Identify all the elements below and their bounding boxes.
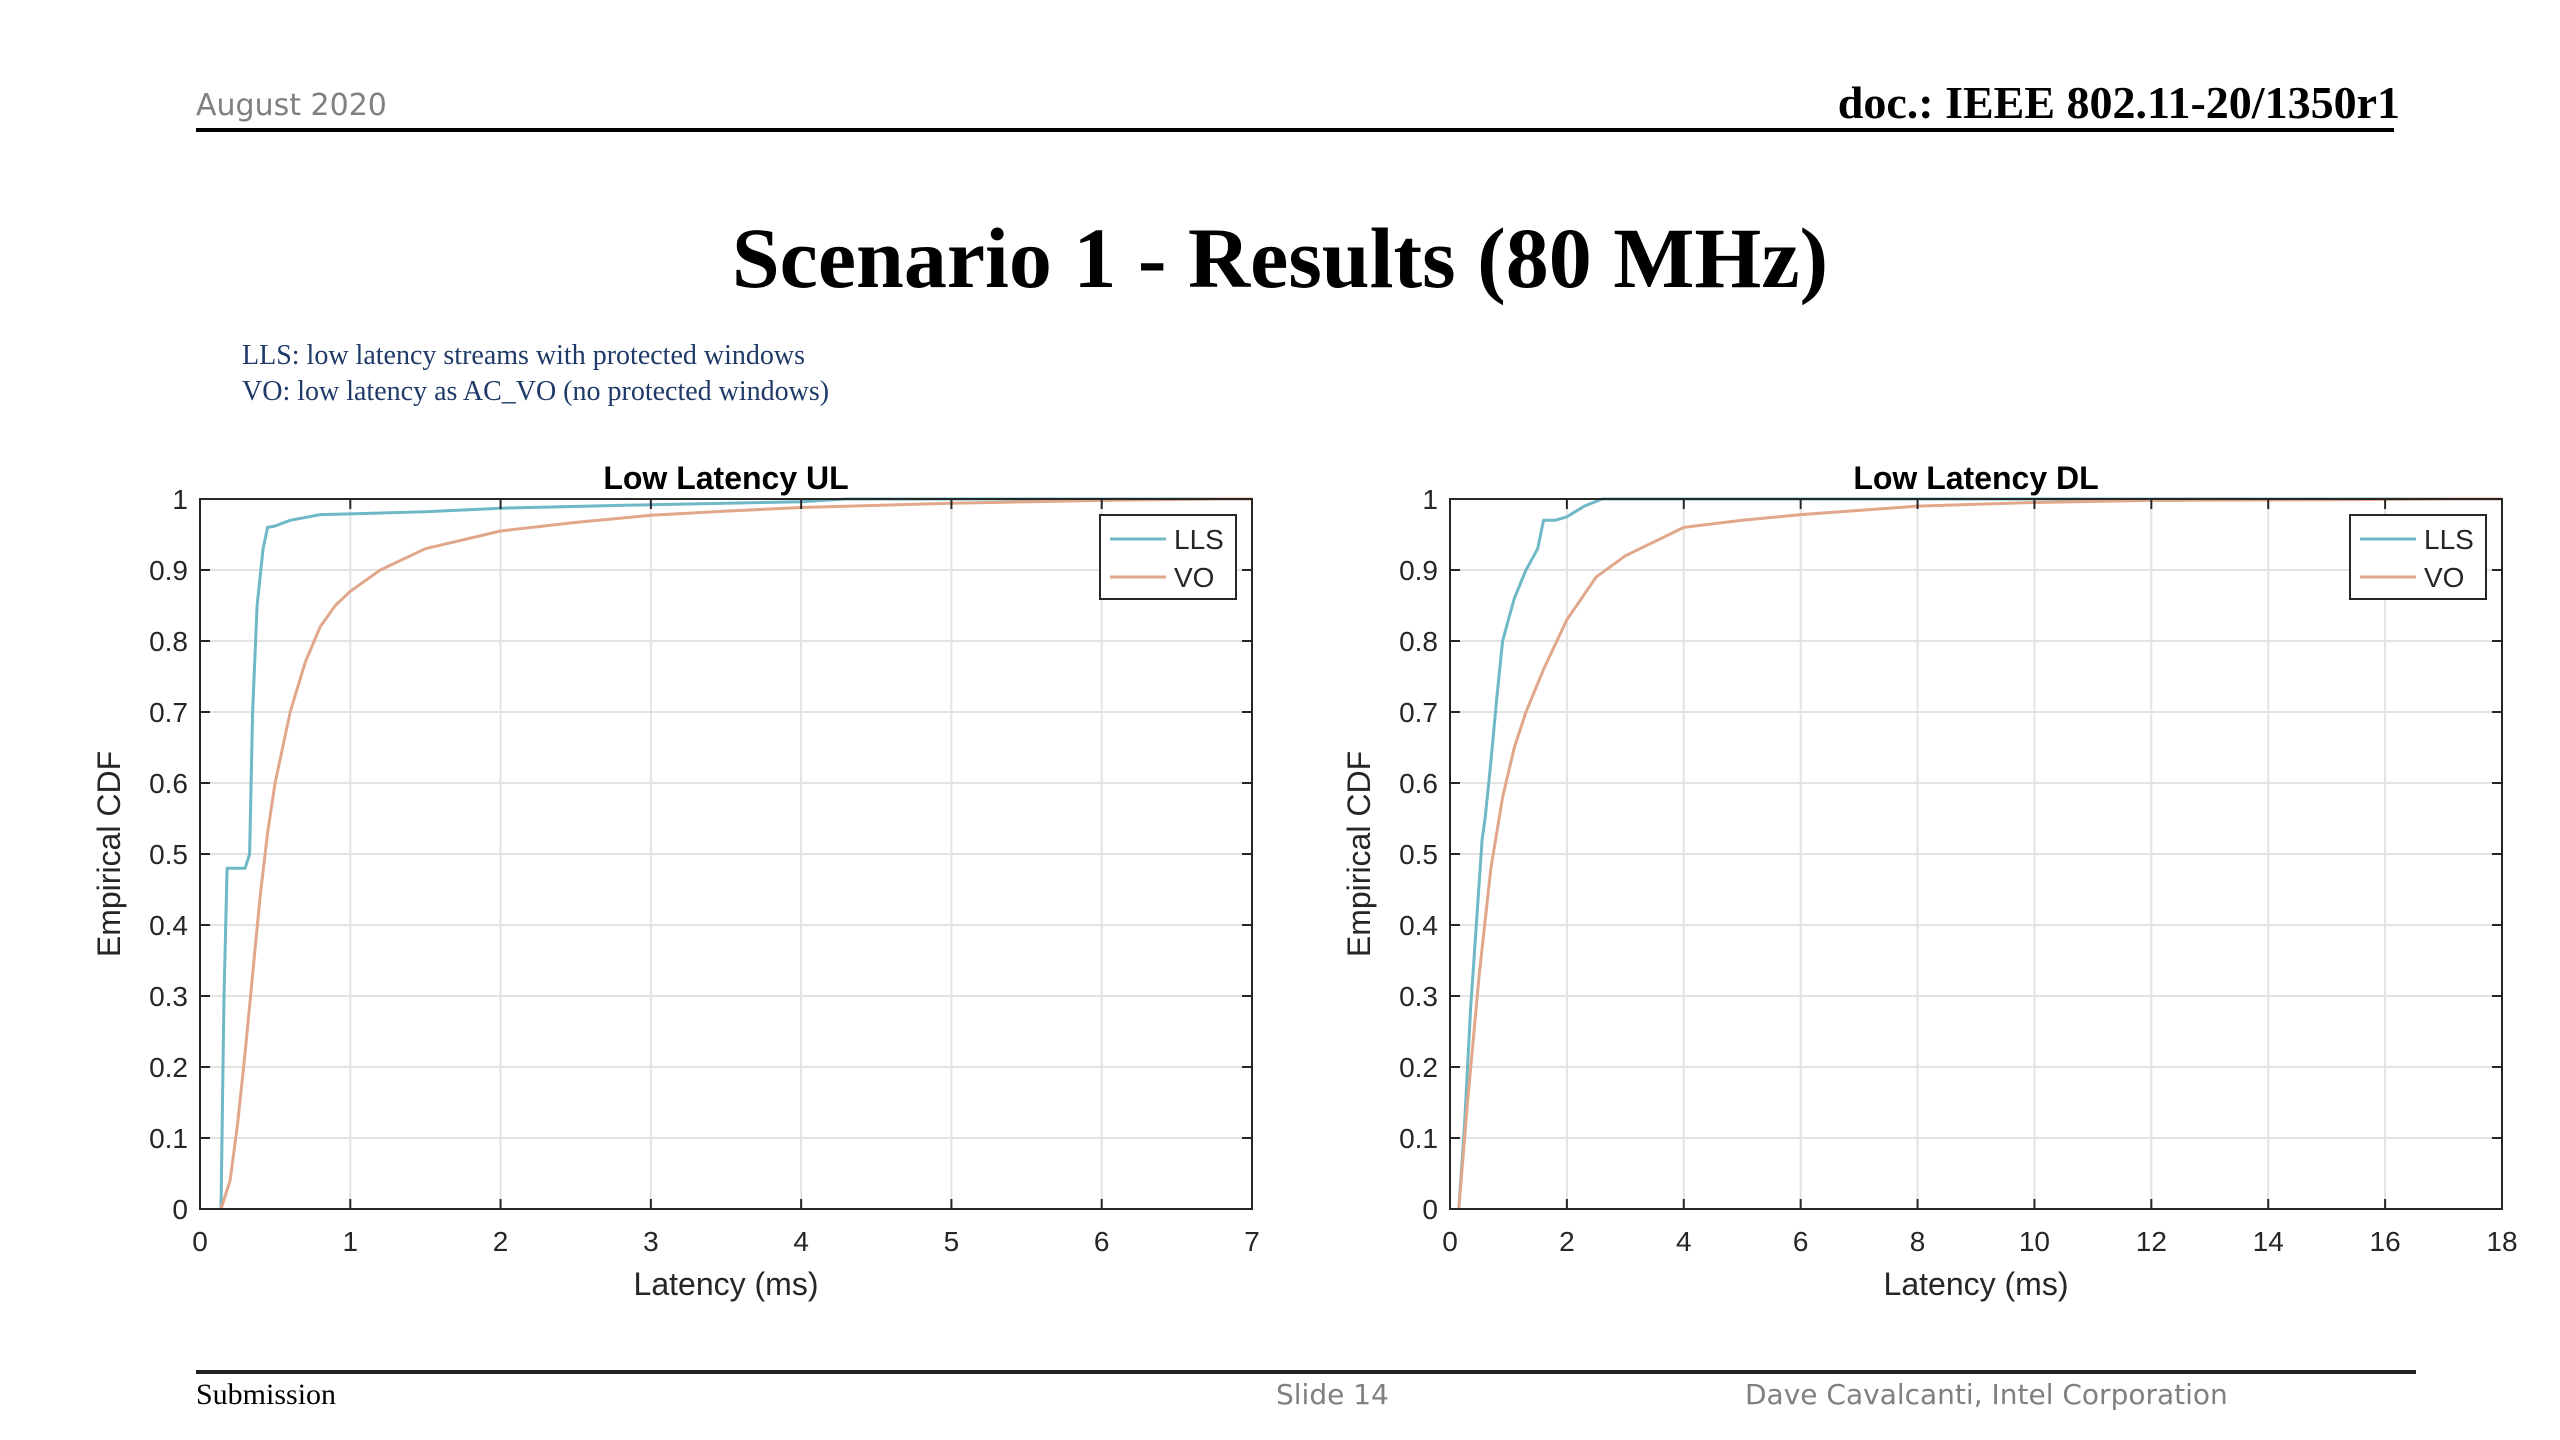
x-tick-label: 4 [1676, 1226, 1692, 1257]
y-tick-label: 0.5 [149, 839, 188, 870]
series-line-vo [1457, 497, 2502, 1210]
x-tick-label: 10 [2019, 1226, 2050, 1257]
note-vo: VO: low latency as AC_VO (no protected w… [242, 376, 830, 407]
y-tick-label: 0.8 [149, 626, 188, 657]
y-axis-label: Empirical CDF [91, 751, 127, 957]
x-tick-label: 2 [1559, 1226, 1575, 1257]
y-tick-label: 0.7 [1399, 697, 1438, 728]
header-doc-id: doc.: IEEE 802.11-20/1350r1 [1837, 77, 2400, 128]
x-axis-label: Latency (ms) [1884, 1266, 2069, 1302]
x-tick-label: 6 [1793, 1226, 1809, 1257]
x-tick-label: 16 [2370, 1226, 2401, 1257]
y-tick-label: 0.4 [149, 910, 188, 941]
x-tick-label: 0 [192, 1226, 208, 1257]
legend-label-lls: LLS [1174, 524, 1224, 555]
y-tick-label: 0.1 [149, 1123, 188, 1154]
note-lls: LLS: low latency streams with protected … [242, 340, 805, 371]
y-tick-label: 1 [172, 484, 188, 515]
series-line-vo [219, 497, 1252, 1210]
y-tick-label: 0.8 [1399, 626, 1438, 657]
y-tick-label: 0.4 [1399, 910, 1438, 941]
footer-divider [196, 1370, 2416, 1374]
y-tick-label: 0.6 [149, 768, 188, 799]
y-tick-label: 0.1 [1399, 1123, 1438, 1154]
legend-notes: LLS: low latency streams with protected … [242, 338, 829, 410]
y-tick-label: 0.2 [1399, 1052, 1438, 1083]
x-tick-label: 3 [643, 1226, 659, 1257]
chart-low-latency-dl: 0 2 4 6 8 10 12 14 16 18 0 0.1 0.2 0.3 0.4 0.5 0.6 0.7 0.8… [1341, 460, 2518, 1302]
x-tick-label: 8 [1910, 1226, 1926, 1257]
series-line-lls [1457, 497, 2502, 1210]
footer-slide-number: Slide 14 [1276, 1378, 1389, 1411]
x-tick-label: 18 [2486, 1226, 2517, 1257]
y-tick-label: 0.7 [149, 697, 188, 728]
chart-title: Low Latency UL [603, 460, 848, 496]
x-tick-label: 4 [793, 1226, 809, 1257]
y-tick-label: 1 [1422, 484, 1438, 515]
x-tick-label: 12 [2136, 1226, 2167, 1257]
x-tick-label: 1 [342, 1226, 358, 1257]
y-axis-label: Empirical CDF [1341, 751, 1377, 957]
y-tick-label: 0.2 [149, 1052, 188, 1083]
legend: LLS VO [2349, 514, 2487, 600]
y-tick-label: 0.9 [1399, 555, 1438, 586]
legend-box [1099, 514, 1237, 600]
legend-label-lls: LLS [2424, 524, 2474, 555]
legend-label-vo: VO [1174, 562, 1214, 593]
footer-submission: Submission [196, 1378, 337, 1411]
y-tick-label: 0.3 [1399, 981, 1438, 1012]
footer-author: Dave Cavalcanti, Intel Corporation [1745, 1378, 2228, 1411]
x-tick-label: 0 [1442, 1226, 1458, 1257]
series-line-lls [219, 497, 1252, 1210]
legend-box [2349, 514, 2487, 600]
y-tick-label: 0.5 [1399, 839, 1438, 870]
slide-title: Scenario 1 - Results (80 MHz) [731, 210, 1829, 306]
header-date: August 2020 [196, 88, 387, 123]
x-tick-label: 5 [944, 1226, 960, 1257]
legend-label-vo: VO [2424, 562, 2464, 593]
y-tick-label: 0.9 [149, 555, 188, 586]
y-tick-label: 0.3 [149, 981, 188, 1012]
header-divider [196, 128, 2394, 132]
chart-low-latency-ul: 0 1 2 3 4 5 6 7 0 0.1 0.2 0.3 0.4 0.5 0.6 0.7 0.8 0.9 1 Low… [91, 460, 1260, 1302]
y-tick-label: 0 [1422, 1194, 1438, 1225]
x-axis-label: Latency (ms) [634, 1266, 819, 1302]
y-tick-label: 0.6 [1399, 768, 1438, 799]
chart-title: Low Latency DL [1853, 460, 2098, 496]
x-tick-label: 2 [493, 1226, 509, 1257]
x-tick-label: 14 [2253, 1226, 2284, 1257]
y-tick-label: 0 [172, 1194, 188, 1225]
x-tick-label: 6 [1094, 1226, 1110, 1257]
legend: LLS VO [1099, 514, 1237, 600]
x-tick-label: 7 [1244, 1226, 1260, 1257]
